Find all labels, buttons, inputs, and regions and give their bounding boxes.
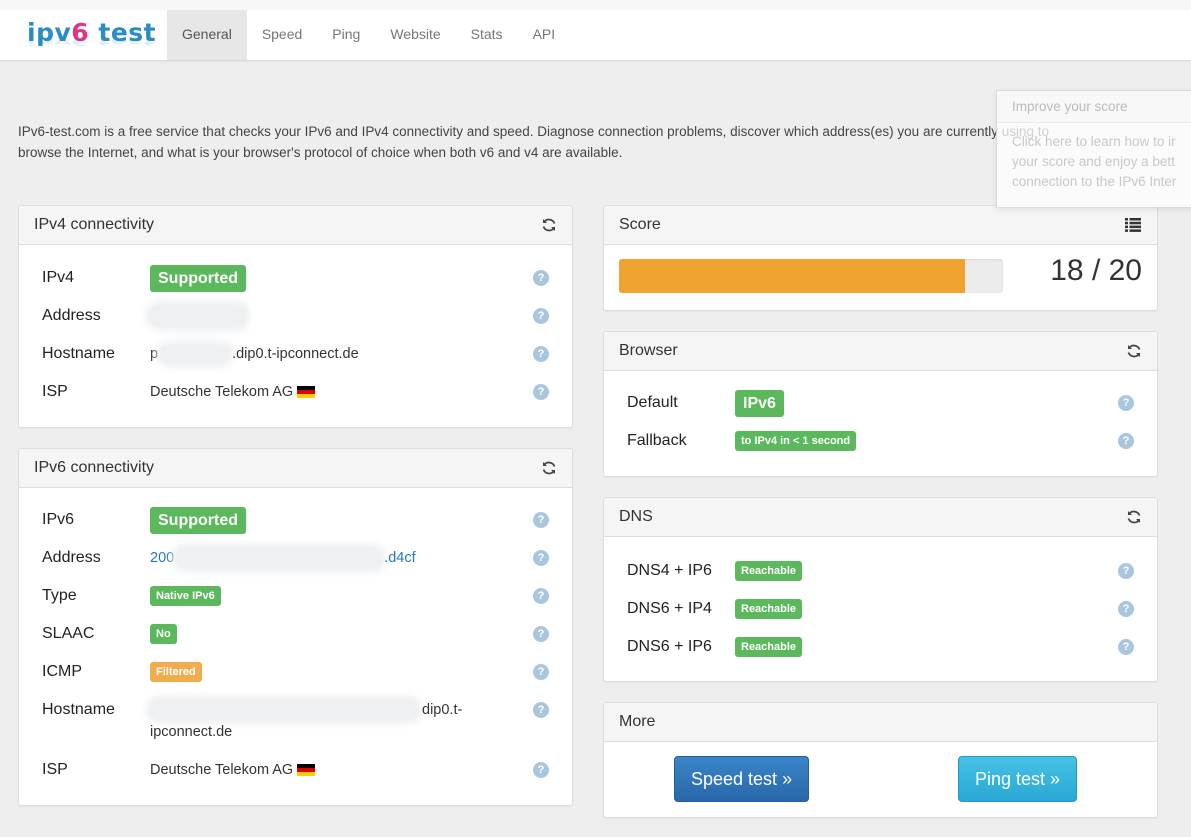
ipv6-isp-row: ISP Deutsche Telekom AG ? <box>19 751 572 789</box>
fallback-badge: to IPv4 in < 1 second <box>735 431 857 452</box>
browser-panel: Browser Default IPv6 ? Fallback to IPv4 … <box>603 331 1158 477</box>
ipv6-address-row: Address 200 .d4cf ? <box>19 539 572 577</box>
panel-title: More <box>619 713 656 730</box>
panel-title: Browser <box>619 342 678 359</box>
reachable-badge: Reachable <box>735 637 803 658</box>
score-progress-fill <box>619 259 965 293</box>
redacted-address <box>150 305 246 328</box>
ipv6-type-row: Type Native IPv6 ? <box>19 577 572 615</box>
browser-panel-header: Browser <box>604 332 1157 371</box>
help-icon[interactable]: ? <box>1118 433 1134 449</box>
nav-website[interactable]: Website <box>390 26 441 42</box>
speed-test-button[interactable]: Speed test » <box>674 756 810 802</box>
germany-flag-icon <box>297 764 316 777</box>
brand-logo-reflection: ipv6 test <box>27 34 157 48</box>
refresh-icon[interactable] <box>1126 509 1142 525</box>
panel-title: IPv6 connectivity <box>34 459 155 476</box>
help-icon[interactable]: ? <box>533 588 549 604</box>
ipv4-panel-header: IPv4 connectivity <box>19 206 572 245</box>
redacted-hostname <box>150 700 418 721</box>
ipv4-address-row: Address ? <box>19 297 572 335</box>
help-icon[interactable]: ? <box>533 762 549 778</box>
help-icon[interactable]: ? <box>533 308 549 324</box>
help-icon[interactable]: ? <box>533 346 549 362</box>
more-panel: More Speed test » Ping test » <box>603 702 1158 818</box>
ipv6-hostname-row: Hostname dip0.t-ipconnect.de ? <box>19 691 572 747</box>
help-icon[interactable]: ? <box>533 626 549 642</box>
list-icon[interactable] <box>1125 218 1141 232</box>
score-progress-bar <box>619 259 1003 293</box>
ipv4-status-row: IPv4 Supported ? <box>19 259 572 297</box>
redacted-address <box>176 548 383 569</box>
icmp-badge: Filtered <box>150 662 202 683</box>
intro-text: IPv6-test.com is a free service that che… <box>18 124 1050 160</box>
slaac-badge: No <box>150 624 177 645</box>
germany-flag-icon <box>297 386 316 399</box>
dns4-ip6-row: DNS4 + IP6 Reachable ? <box>604 552 1157 590</box>
ipv4-hostname-row: Hostname p .dip0.t-ipconnect.de ? <box>19 335 572 373</box>
brand-logo[interactable]: ipv6 test <box>27 18 157 47</box>
help-icon[interactable]: ? <box>1118 563 1134 579</box>
nav-ping[interactable]: Ping <box>332 26 361 42</box>
refresh-icon[interactable] <box>1126 343 1142 359</box>
ipv4-isp-row: ISP Deutsche Telekom AG ? <box>19 373 572 411</box>
ipv6-slaac-row: SLAAC No ? <box>19 615 572 653</box>
ipv6-icmp-row: ICMP Filtered ? <box>19 653 572 691</box>
help-icon[interactable]: ? <box>533 384 549 400</box>
ping-test-button[interactable]: Ping test » <box>958 756 1078 802</box>
nav-stats[interactable]: Stats <box>470 26 503 42</box>
help-icon[interactable]: ? <box>533 702 549 718</box>
panel-title: DNS <box>619 508 653 525</box>
status-badge: Supported <box>150 264 246 292</box>
default-badge: IPv6 <box>735 389 784 417</box>
reachable-badge: Reachable <box>735 599 803 620</box>
panel-title: Score <box>619 216 661 233</box>
nav-general[interactable]: General <box>167 10 247 60</box>
popover-title: Improve your score <box>997 91 1191 123</box>
score-panel: Score 18 / 20 <box>603 205 1158 311</box>
ipv6-panel-header: IPv6 connectivity <box>19 449 572 488</box>
browser-fallback-row: Fallback to IPv4 in < 1 second ? <box>604 422 1157 460</box>
score-panel-header: Score <box>604 206 1157 245</box>
main-nav: General Speed Ping Website Stats API <box>167 10 570 60</box>
help-icon[interactable]: ? <box>533 270 549 286</box>
help-icon[interactable]: ? <box>1118 639 1134 655</box>
dns-panel-header: DNS <box>604 498 1157 537</box>
help-icon[interactable]: ? <box>533 550 549 566</box>
navbar: ipv6 test ipv6 test General Speed Ping W… <box>0 10 1191 61</box>
help-icon[interactable]: ? <box>1118 601 1134 617</box>
ipv6-address-link[interactable]: 200 .d4cf <box>150 539 416 577</box>
dns6-ip4-row: DNS6 + IP4 Reachable ? <box>604 590 1157 628</box>
popover-body: Click here to learn how to ir your score… <box>1012 134 1177 189</box>
help-icon[interactable]: ? <box>533 512 549 528</box>
refresh-icon[interactable] <box>541 217 557 233</box>
reachable-badge: Reachable <box>735 561 803 582</box>
panel-title: IPv4 connectivity <box>34 216 155 233</box>
improve-score-popover[interactable]: Improve your score Click here to learn h… <box>996 90 1191 208</box>
ipv6-panel: IPv6 connectivity IPv6 Supported ? Addre… <box>18 448 573 806</box>
help-icon[interactable]: ? <box>533 664 549 680</box>
redacted-hostname <box>160 345 231 364</box>
type-badge: Native IPv6 <box>150 586 221 607</box>
help-icon[interactable]: ? <box>1118 395 1134 411</box>
ipv4-panel: IPv4 connectivity IPv4 Supported ? Addre… <box>18 205 573 428</box>
ipv6-status-row: IPv6 Supported ? <box>19 501 572 539</box>
nav-api[interactable]: API <box>532 26 556 42</box>
refresh-icon[interactable] <box>541 460 557 476</box>
nav-speed[interactable]: Speed <box>261 26 303 42</box>
browser-default-row: Default IPv6 ? <box>604 384 1157 422</box>
status-badge: Supported <box>150 506 246 534</box>
more-panel-header: More <box>604 703 1157 742</box>
dns-panel: DNS DNS4 + IP6 Reachable ? DNS6 + IP4 Re… <box>603 497 1158 682</box>
score-value: 18 / 20 <box>1050 254 1142 287</box>
dns6-ip6-row: DNS6 + IP6 Reachable ? <box>604 628 1157 666</box>
